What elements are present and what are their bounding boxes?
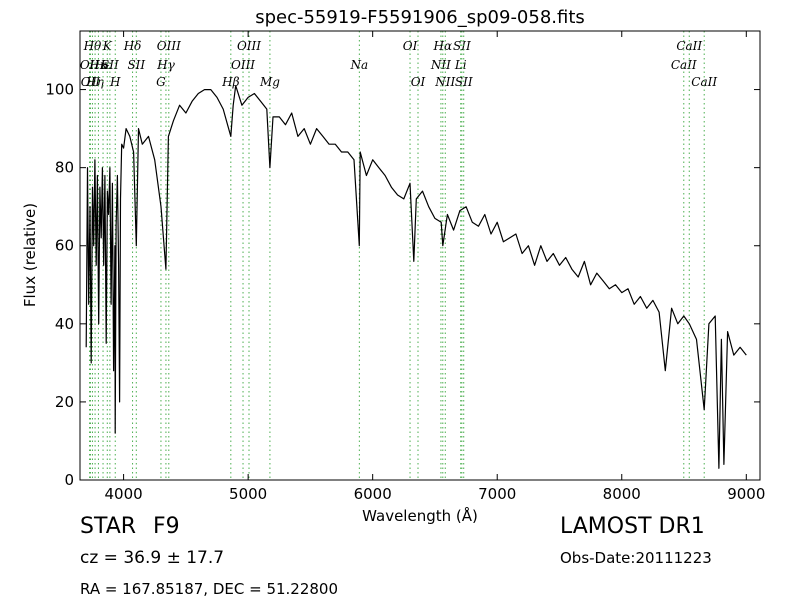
line-marker-label: G — [156, 75, 166, 89]
y-tick-label: 100 — [45, 81, 74, 99]
spectrum-line — [85, 85, 747, 469]
line-marker-label: Hθ — [83, 39, 102, 53]
redshift-info: cz = 36.9 ± 17.7 — [80, 548, 225, 568]
line-marker-label: SII — [127, 58, 145, 72]
y-tick-label: 40 — [55, 315, 74, 333]
line-marker-label: OIII — [157, 39, 181, 53]
axis-ticks: 4000 5000 6000 7000 8000 9000 0 20 40 60 80 100 — [45, 31, 765, 503]
coordinates-info: RA = 167.85187, DEC = 51.22800 — [80, 580, 339, 598]
line-marker-label: SII — [455, 75, 473, 89]
object-type-value: STAR — [80, 514, 137, 539]
x-tick-label: 7000 — [478, 485, 516, 503]
line-marker-label: CaII — [676, 39, 702, 53]
x-tick-label: 9000 — [727, 485, 765, 503]
line-markers: OIIOIIHθHηHκHεKSIIHHδSIIGHγOIIIHβOIIIOII… — [80, 31, 717, 480]
line-marker-label: SII — [101, 58, 119, 72]
x-axis-label: Wavelength (Å) — [362, 506, 478, 525]
line-marker-label: CaII — [691, 75, 717, 89]
line-marker-label: Na — [350, 58, 369, 72]
line-marker-label: Hγ — [156, 58, 175, 72]
subclass-value: F9 — [153, 514, 180, 539]
y-tick-label: 80 — [55, 159, 74, 177]
x-tick-label: 6000 — [354, 485, 392, 503]
chart-title: spec-55919-F5591906_sp09-058.fits — [255, 7, 585, 28]
line-marker-label: K — [102, 39, 113, 53]
line-marker-label: NII — [434, 75, 455, 89]
y-axis-label: Flux (relative) — [21, 203, 39, 307]
line-marker-label: Hη — [85, 75, 104, 89]
line-marker-label: OIII — [237, 39, 261, 53]
obs-date: Obs-Date:20111223 — [560, 549, 712, 567]
line-marker-label: Hβ — [221, 75, 239, 89]
line-marker-label: OI — [411, 75, 426, 89]
line-marker-label: Hα — [433, 39, 453, 53]
line-marker-label: NII — [430, 58, 451, 72]
plot-area — [79, 30, 761, 481]
line-marker-label: Mg — [259, 75, 280, 89]
object-type: STAR F9 — [80, 514, 180, 539]
line-marker-label: CaII — [671, 58, 697, 72]
line-marker-label: Li — [454, 58, 467, 72]
y-tick-label: 20 — [55, 393, 74, 411]
y-tick-label: 0 — [64, 471, 74, 489]
line-marker-label: SII — [453, 39, 471, 53]
line-marker-label: Hδ — [123, 39, 142, 53]
line-marker-label: OIII — [231, 58, 255, 72]
x-tick-label: 5000 — [229, 485, 267, 503]
series-layer — [85, 85, 747, 469]
x-tick-label: 4000 — [104, 485, 142, 503]
survey-name: LAMOST DR1 — [560, 514, 705, 539]
line-marker-label: H — [109, 75, 121, 89]
y-tick-label: 60 — [55, 237, 74, 255]
line-marker-label: OI — [403, 39, 418, 53]
x-tick-label: 8000 — [603, 485, 641, 503]
